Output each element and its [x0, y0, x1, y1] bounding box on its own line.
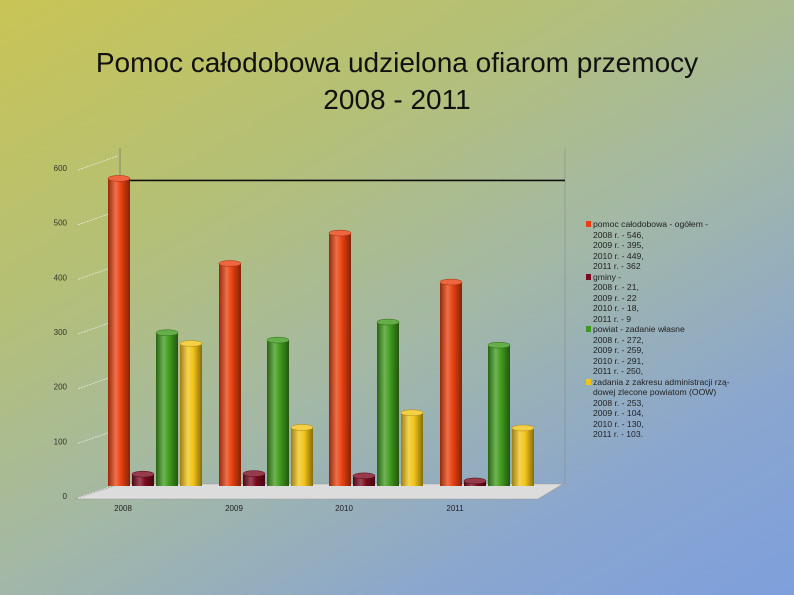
bar-cap	[290, 424, 314, 431]
y-gridline	[77, 265, 119, 280]
legend-text: 2011 r. - 250,	[593, 366, 644, 376]
bar-cap	[179, 340, 203, 347]
legend-text: dowej zlecone powiatom (OOW)	[593, 387, 717, 397]
y-gridline	[77, 483, 119, 499]
bar-cap	[511, 424, 535, 432]
legend-text: 2010 r. - 449,	[593, 250, 644, 261]
chart-legend: pomoc całodobowa - ogółem -2008 r. - 546…	[586, 219, 746, 440]
bar	[243, 473, 265, 486]
bar-cap	[487, 341, 511, 349]
title-line-2: 2008 - 2011	[323, 84, 471, 115]
bar-cap	[376, 318, 400, 326]
bar-cap	[352, 472, 376, 480]
legend-text: 2008 r. - 546,	[593, 229, 644, 240]
legend-text: 2008 r. - 272,	[593, 334, 644, 345]
legend-text: 2010 r. - 291,	[593, 355, 644, 366]
bar	[291, 427, 313, 486]
legend-item: powiat - zadanie własne 2008 r. - 272, 200…	[586, 324, 746, 377]
x-tick-label: 2011	[446, 504, 464, 513]
bar	[353, 475, 375, 486]
legend-text: 2011 r. - 362	[593, 261, 641, 271]
page-title: Pomoc całodobowa udzielona ofiarom przem…	[0, 44, 794, 118]
y-tick-label: 400	[54, 273, 68, 282]
bar	[180, 343, 202, 486]
bar-cap	[439, 278, 463, 286]
legend-item: gminy -2008 r. - 21, 2009 r. - 22 2010 r. …	[586, 272, 746, 325]
bar	[512, 427, 534, 486]
legend-text: pomoc całodobowa - ogółem -	[593, 219, 709, 229]
bar-cap	[400, 409, 424, 417]
bar-cap	[155, 329, 179, 337]
bar	[488, 345, 510, 486]
bar	[377, 322, 399, 486]
y-tick-label: 500	[54, 219, 68, 228]
legend-item: pomoc całodobowa - ogółem -2008 r. - 546…	[586, 219, 746, 272]
bar	[401, 412, 423, 486]
chart-floor	[74, 483, 565, 500]
legend-text: 2011 r. - 9	[593, 313, 632, 324]
bar	[219, 263, 241, 486]
bar	[108, 178, 130, 487]
legend-swatch	[586, 273, 591, 280]
y-tick-label: 600	[54, 164, 68, 173]
y-gridline	[77, 155, 119, 171]
legend-text: 2009 r. - 395,	[593, 240, 644, 250]
bar-cap	[131, 470, 155, 478]
y-gridline	[77, 429, 119, 444]
legend-swatch	[586, 378, 591, 385]
bar	[440, 282, 462, 486]
x-tick-label: 2010	[335, 504, 353, 513]
legend-item: zadania z zakresu administracji rzą-dowe…	[586, 377, 746, 440]
bar-cap	[463, 477, 487, 485]
bar-cap	[266, 336, 290, 344]
y-tick-label: 100	[54, 437, 68, 446]
legend-text: 2010 r. - 18,	[593, 303, 639, 313]
y-gridline	[77, 319, 119, 335]
legend-text: 2008 r. - 21,	[593, 282, 639, 292]
bar-cap	[328, 229, 352, 237]
legend-text: gminy -	[593, 271, 622, 282]
legend-text: 2009 r. - 22	[593, 292, 637, 303]
legend-text: powiat - zadanie własne	[593, 324, 685, 334]
y-tick-label: 200	[54, 383, 68, 392]
bar-cap	[218, 260, 242, 267]
legend-swatch	[586, 326, 591, 332]
y-gridline	[77, 374, 119, 389]
bar	[329, 233, 351, 486]
legend-text: 2009 r. - 259,	[593, 345, 644, 355]
x-tick-label: 2008	[114, 504, 132, 513]
bar-cap	[107, 175, 131, 182]
x-tick-label: 2009	[225, 504, 243, 513]
legend-text: 2008 r. - 253,	[593, 397, 644, 408]
legend-swatch	[586, 221, 591, 227]
legend-text: zadania z zakresu administracji rzą-	[593, 376, 730, 387]
bar	[132, 474, 154, 486]
y-gridline	[77, 210, 119, 225]
bar	[156, 332, 178, 486]
legend-text: 2011 r. - 103.	[593, 429, 644, 439]
y-tick-label: 300	[54, 328, 68, 337]
bar	[267, 340, 289, 486]
legend-text: 2009 r. - 104,	[593, 408, 644, 418]
y-tick-label: 0	[63, 492, 68, 501]
legend-text: 2010 r. - 130,	[593, 418, 644, 429]
title-line-1: Pomoc całodobowa udzielona ofiarom przem…	[95, 47, 699, 78]
bar-cap	[242, 470, 266, 477]
